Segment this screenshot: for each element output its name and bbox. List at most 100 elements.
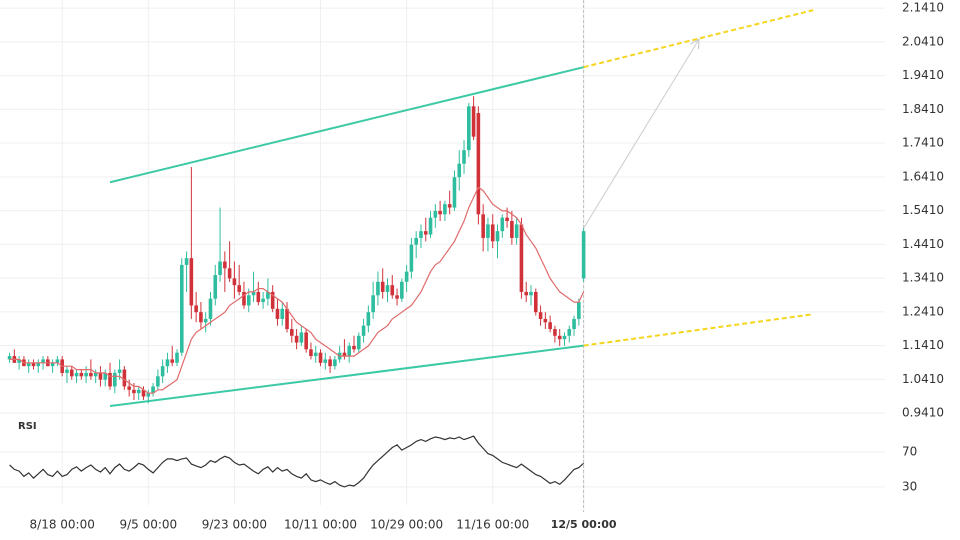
rsi-line <box>9 435 585 488</box>
candle-body <box>438 210 442 215</box>
candle-body <box>280 308 285 319</box>
candle-body <box>562 335 567 340</box>
x-tick-label: 10/11 00:00 <box>284 518 357 532</box>
candle-body <box>290 329 294 336</box>
candle-body <box>89 372 93 377</box>
candle-body <box>31 362 36 367</box>
candle-body <box>313 352 318 357</box>
candle-body <box>390 285 395 296</box>
candle-body <box>471 106 476 137</box>
candle-body <box>395 295 399 299</box>
y-tick-label: 1.6410 <box>902 169 944 183</box>
y-tick-label: 1.0410 <box>902 372 944 386</box>
candle-body <box>505 217 509 222</box>
candle-body <box>251 291 256 296</box>
trendline <box>109 344 584 407</box>
y-tick-label: 1.4410 <box>902 237 944 251</box>
candle-body <box>328 359 332 367</box>
candle-body <box>122 369 127 387</box>
candle-body <box>270 291 275 309</box>
candle-body <box>213 275 218 299</box>
candle-body <box>433 210 438 218</box>
candle-body <box>237 285 241 292</box>
candle-body <box>462 150 466 164</box>
candle-body <box>275 308 280 319</box>
candle-body <box>553 329 557 336</box>
y-tick-label: 1.8410 <box>902 102 944 116</box>
candle-body <box>304 332 308 350</box>
candle-body <box>160 366 165 377</box>
candle-body <box>309 349 313 357</box>
candle-body <box>246 295 251 306</box>
y-tick-label: 1.9410 <box>902 68 944 82</box>
candle-body <box>361 325 366 336</box>
candle-body <box>414 237 418 245</box>
candle-body <box>476 113 481 215</box>
candle-body <box>447 204 452 208</box>
candle-body <box>69 369 74 377</box>
candle-body <box>55 359 60 363</box>
candle-body <box>103 372 108 380</box>
candle-body <box>400 281 404 299</box>
candle-body <box>117 369 122 373</box>
candle-body <box>500 217 505 232</box>
candle-body <box>50 362 55 367</box>
candle-body <box>146 393 151 397</box>
x-tick-label: 9/5 00:00 <box>119 518 177 532</box>
y-tick-label: 2.1410 <box>902 1 944 15</box>
candle-body <box>376 281 380 296</box>
candle-body <box>524 291 529 296</box>
candle-body <box>98 372 103 380</box>
candle-body <box>380 281 385 292</box>
candle-body <box>223 261 227 269</box>
candle-body <box>26 362 31 367</box>
candle-body <box>261 298 265 303</box>
candle-body <box>218 261 222 276</box>
candle-body <box>467 106 471 151</box>
candle-body <box>108 372 112 387</box>
candle-body <box>132 389 136 394</box>
rsi-tick-label: 30 <box>902 479 917 493</box>
candle-body <box>242 291 246 306</box>
y-tick-label: 1.5410 <box>902 203 944 217</box>
candle-body <box>199 312 203 323</box>
candle-body <box>543 318 548 323</box>
y-tick-label: 1.3410 <box>902 271 944 285</box>
candle-body <box>141 389 146 397</box>
candle-body <box>184 258 189 265</box>
candle-body <box>299 332 304 343</box>
candle-body <box>457 163 462 178</box>
moving-average <box>9 186 585 394</box>
y-tick-label: 1.7410 <box>902 136 944 150</box>
candle-body <box>519 224 524 292</box>
candle-body <box>203 318 208 323</box>
x-tick-label: 12/5 00:00 <box>551 518 617 531</box>
candle-body <box>179 264 184 353</box>
candle-body <box>404 271 409 282</box>
candle-body <box>36 362 41 367</box>
candle-body <box>93 372 98 377</box>
trendline <box>583 313 814 347</box>
candle-body <box>510 221 514 238</box>
candle-body <box>41 359 45 363</box>
x-tick-label: 9/23 00:00 <box>202 518 267 532</box>
candle-body <box>294 335 299 343</box>
candle-body <box>285 308 289 330</box>
candle-body <box>256 291 261 303</box>
candle-body <box>347 345 352 357</box>
candle-body <box>371 295 375 313</box>
candle-body <box>151 386 155 394</box>
candle-body <box>557 335 562 340</box>
candle-body <box>428 217 433 235</box>
candle-body <box>581 231 586 279</box>
x-tick-label: 10/29 00:00 <box>370 518 443 532</box>
candle-body <box>65 369 69 373</box>
candle-body <box>538 312 543 319</box>
candle-body <box>74 372 79 377</box>
candle-body <box>419 231 423 238</box>
candle-body <box>318 352 323 363</box>
candle-body <box>127 386 131 390</box>
candle-body <box>208 298 213 319</box>
candle-body <box>567 329 572 336</box>
